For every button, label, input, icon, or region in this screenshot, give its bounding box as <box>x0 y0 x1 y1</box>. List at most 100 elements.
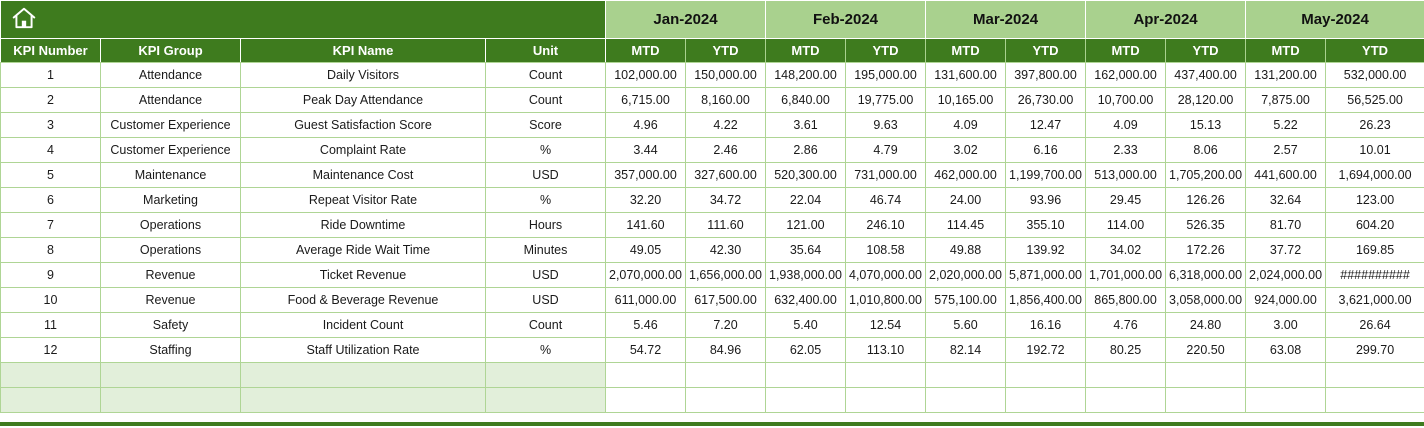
value-cell[interactable]: 355.10 <box>1005 212 1087 238</box>
value-cell[interactable]: 441,600.00 <box>1245 162 1327 188</box>
value-cell[interactable]: 5,871,000.00 <box>1005 262 1087 288</box>
unit-cell[interactable]: % <box>485 337 606 363</box>
col-header-ytd-jan[interactable]: YTD <box>685 38 766 63</box>
value-cell[interactable]: 2.57 <box>1245 137 1327 163</box>
value-cell[interactable]: 24.80 <box>1165 312 1247 338</box>
empty-value-cell[interactable] <box>685 362 766 388</box>
value-cell[interactable]: 108.58 <box>844 237 927 263</box>
value-cell[interactable]: 2,070,000.00 <box>605 262 686 288</box>
value-cell[interactable]: 6,715.00 <box>605 87 686 113</box>
col-header-mtd-feb[interactable]: MTD <box>765 38 846 63</box>
value-cell[interactable]: 82.14 <box>925 337 1007 363</box>
value-cell[interactable]: 617,500.00 <box>685 287 766 313</box>
empty-value-cell[interactable] <box>1325 362 1424 388</box>
value-cell[interactable]: 139.92 <box>1005 237 1087 263</box>
value-cell[interactable]: 3.02 <box>925 137 1007 163</box>
value-cell[interactable]: 3,058,000.00 <box>1165 287 1247 313</box>
kpi-number-cell[interactable]: 5 <box>0 162 101 188</box>
value-cell[interactable]: 246.10 <box>844 212 927 238</box>
value-cell[interactable]: 604.20 <box>1325 212 1424 238</box>
value-cell[interactable]: 1,656,000.00 <box>685 262 766 288</box>
col-header-mtd-jan[interactable]: MTD <box>605 38 686 63</box>
value-cell[interactable]: 192.72 <box>1005 337 1087 363</box>
home-icon[interactable] <box>10 4 38 32</box>
empty-value-cell[interactable] <box>925 362 1007 388</box>
value-cell[interactable]: 2,024,000.00 <box>1245 262 1327 288</box>
value-cell[interactable]: 3.44 <box>605 137 686 163</box>
month-header-feb[interactable]: Feb-2024 <box>764 0 927 39</box>
kpi-name-cell[interactable]: Guest Satisfaction Score <box>240 112 486 138</box>
kpi-number-cell[interactable]: 10 <box>0 287 101 313</box>
value-cell[interactable]: 865,800.00 <box>1085 287 1167 313</box>
value-cell[interactable]: 93.96 <box>1005 187 1087 213</box>
value-cell[interactable]: 131,200.00 <box>1245 62 1327 88</box>
month-header-apr[interactable]: Apr-2024 <box>1085 0 1247 39</box>
col-header-ytd-may[interactable]: YTD <box>1325 38 1424 63</box>
value-cell[interactable]: 15.13 <box>1165 112 1247 138</box>
kpi-number-cell[interactable]: 12 <box>0 337 101 363</box>
unit-cell[interactable]: % <box>485 137 606 163</box>
kpi-group-cell[interactable]: Revenue <box>100 262 241 288</box>
kpi-group-cell[interactable]: Marketing <box>100 187 241 213</box>
value-cell[interactable]: 7.20 <box>685 312 766 338</box>
value-cell[interactable]: 3.00 <box>1245 312 1327 338</box>
unit-cell[interactable]: Count <box>485 312 606 338</box>
value-cell[interactable]: 84.96 <box>685 337 766 363</box>
empty-value-cell[interactable] <box>1005 362 1087 388</box>
kpi-number-cell[interactable]: 2 <box>0 87 101 113</box>
kpi-group-cell[interactable]: Attendance <box>100 62 241 88</box>
kpi-group-cell[interactable]: Staffing <box>100 337 241 363</box>
kpi-group-cell[interactable]: Attendance <box>100 87 241 113</box>
value-cell[interactable]: 80.25 <box>1085 337 1167 363</box>
empty-label-cell[interactable] <box>240 362 486 388</box>
empty-label-cell[interactable] <box>0 387 101 413</box>
value-cell[interactable]: 1,705,200.00 <box>1165 162 1247 188</box>
unit-cell[interactable]: Hours <box>485 212 606 238</box>
month-header-may[interactable]: May-2024 <box>1245 0 1424 39</box>
value-cell[interactable]: 28,120.00 <box>1165 87 1247 113</box>
value-cell[interactable]: 1,856,400.00 <box>1005 287 1087 313</box>
value-cell[interactable]: 16.16 <box>1005 312 1087 338</box>
col-header-ytd-apr[interactable]: YTD <box>1165 38 1247 63</box>
value-cell[interactable]: 113.10 <box>844 337 927 363</box>
value-cell[interactable]: 2,020,000.00 <box>925 262 1007 288</box>
kpi-name-cell[interactable]: Average Ride Wait Time <box>240 237 486 263</box>
kpi-name-cell[interactable]: Maintenance Cost <box>240 162 486 188</box>
value-cell[interactable]: 141.60 <box>605 212 686 238</box>
value-cell[interactable]: 611,000.00 <box>605 287 686 313</box>
value-cell[interactable]: 126.26 <box>1165 187 1247 213</box>
value-cell[interactable]: 62.05 <box>765 337 846 363</box>
value-cell[interactable]: 8.06 <box>1165 137 1247 163</box>
kpi-number-cell[interactable]: 8 <box>0 237 101 263</box>
value-cell[interactable]: 148,200.00 <box>765 62 846 88</box>
value-cell[interactable]: 2.33 <box>1085 137 1167 163</box>
empty-value-cell[interactable] <box>1165 387 1247 413</box>
value-cell[interactable]: 81.70 <box>1245 212 1327 238</box>
value-cell[interactable]: 63.08 <box>1245 337 1327 363</box>
col-header-mtd-may[interactable]: MTD <box>1245 38 1327 63</box>
empty-value-cell[interactable] <box>1005 387 1087 413</box>
value-cell[interactable]: 46.74 <box>844 187 927 213</box>
value-cell[interactable]: 1,938,000.00 <box>765 262 846 288</box>
value-cell[interactable]: 29.45 <box>1085 187 1167 213</box>
kpi-group-cell[interactable]: Operations <box>100 212 241 238</box>
value-cell[interactable]: 26.23 <box>1325 112 1424 138</box>
value-cell[interactable]: 3.61 <box>765 112 846 138</box>
value-cell[interactable]: 520,300.00 <box>765 162 846 188</box>
col-header-kpi-number[interactable]: KPI Number <box>0 38 101 63</box>
col-header-mtd-mar[interactable]: MTD <box>925 38 1007 63</box>
value-cell[interactable]: 169.85 <box>1325 237 1424 263</box>
unit-cell[interactable]: % <box>485 187 606 213</box>
empty-value-cell[interactable] <box>765 387 846 413</box>
empty-value-cell[interactable] <box>605 362 686 388</box>
value-cell[interactable]: 10,700.00 <box>1085 87 1167 113</box>
value-cell[interactable]: 437,400.00 <box>1165 62 1247 88</box>
value-cell[interactable]: 2.46 <box>685 137 766 163</box>
empty-label-cell[interactable] <box>100 362 241 388</box>
col-header-kpi-name[interactable]: KPI Name <box>240 38 486 63</box>
value-cell[interactable]: 49.88 <box>925 237 1007 263</box>
value-cell[interactable]: 5.46 <box>605 312 686 338</box>
empty-label-cell[interactable] <box>485 387 606 413</box>
kpi-number-cell[interactable]: 9 <box>0 262 101 288</box>
value-cell[interactable]: 397,800.00 <box>1005 62 1087 88</box>
